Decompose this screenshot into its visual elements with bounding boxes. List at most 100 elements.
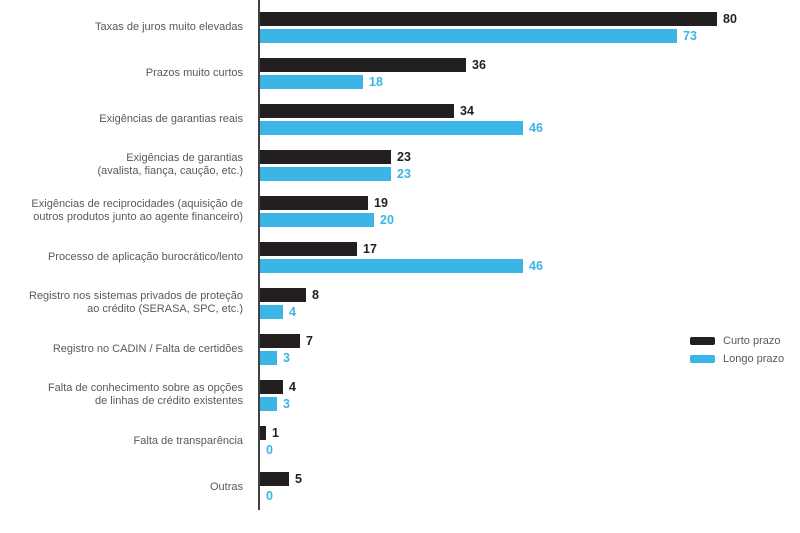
category-label: Exigências de garantias reais bbox=[0, 113, 252, 126]
category-label-line: Registro no CADIN / Falta de certidões bbox=[52, 342, 243, 355]
value-label: 4 bbox=[289, 379, 296, 394]
value-label: 8 bbox=[312, 287, 319, 302]
legend-item-curto-prazo: Curto prazo bbox=[690, 335, 784, 347]
bar-row: 23 bbox=[260, 166, 800, 181]
category-label: Falta de transparência bbox=[0, 435, 252, 448]
bar-curto-prazo bbox=[260, 241, 357, 256]
category-label-line: de linhas de crédito existentes bbox=[95, 395, 243, 407]
bar-curto-prazo bbox=[260, 103, 454, 118]
category-label: Processo de aplicação burocrático/lento bbox=[0, 251, 252, 264]
bar-curto-prazo bbox=[260, 11, 717, 26]
bar-longo-prazo bbox=[260, 212, 374, 227]
bar-group: Outras 5 0 bbox=[0, 464, 800, 510]
bar-curto-prazo bbox=[260, 287, 306, 302]
bar-longo-prazo bbox=[260, 28, 677, 43]
category-label-line: Taxas de juros muito elevadas bbox=[95, 20, 243, 33]
bar-groups-container: Taxas de juros muito elevadas 80 73 Prazos … bbox=[0, 4, 800, 510]
bar-row: 46 bbox=[260, 120, 800, 135]
bar-group: Falta de conhecimento sobre as opções de … bbox=[0, 372, 800, 418]
value-label: 0 bbox=[266, 488, 273, 503]
bar-longo-prazo bbox=[260, 258, 523, 273]
category-label: Outras bbox=[0, 481, 252, 494]
value-label: 3 bbox=[283, 350, 290, 365]
bar-longo-prazo bbox=[260, 396, 277, 411]
category-label-line: Prazos muito curtos bbox=[145, 66, 243, 79]
category-label: Exigências de garantias (avalista, fiança… bbox=[0, 152, 252, 178]
value-label: 34 bbox=[460, 103, 474, 118]
category-label-line: Exigências de reciprocidades (aquisição … bbox=[31, 198, 243, 210]
category-label: Falta de conhecimento sobre as opções de … bbox=[0, 382, 252, 408]
value-label: 3 bbox=[283, 396, 290, 411]
category-label-line: Registro nos sistemas privados de proteç… bbox=[29, 290, 243, 302]
value-label: 73 bbox=[683, 28, 697, 43]
category-label-line: Exigências de garantias reais bbox=[99, 112, 243, 125]
value-label: 17 bbox=[363, 241, 377, 256]
bar-row: 3 bbox=[260, 396, 800, 411]
category-label-line: Falta de conhecimento sobre as opções bbox=[47, 382, 243, 394]
bar-group: Taxas de juros muito elevadas 80 73 bbox=[0, 4, 800, 50]
bar-row: 3 bbox=[260, 350, 800, 365]
bar-pair: 34 46 bbox=[252, 103, 800, 135]
value-label: 23 bbox=[397, 149, 411, 164]
bar-curto-prazo bbox=[260, 333, 300, 348]
value-label: 0 bbox=[266, 442, 273, 457]
value-label: 46 bbox=[529, 258, 543, 273]
category-label-line: Processo de aplicação burocrático/lento bbox=[47, 250, 243, 263]
bar-curto-prazo bbox=[260, 379, 283, 394]
bar-group: Exigências de reciprocidades (aquisição … bbox=[0, 188, 800, 234]
bar-curto-prazo bbox=[260, 195, 368, 210]
value-label: 19 bbox=[374, 195, 388, 210]
legend: Curto prazo Longo prazo bbox=[690, 335, 784, 365]
value-label: 1 bbox=[272, 425, 279, 440]
bar-row: 8 bbox=[260, 287, 800, 302]
category-label-line: outros produtos junto ao agente financei… bbox=[33, 211, 243, 223]
legend-label: Curto prazo bbox=[723, 335, 781, 347]
bar-row: 36 bbox=[260, 57, 800, 72]
bar-row: 0 bbox=[260, 443, 800, 457]
longo-prazo-swatch-icon bbox=[690, 355, 715, 363]
bar-longo-prazo bbox=[260, 74, 363, 89]
bar-curto-prazo bbox=[260, 57, 466, 72]
bar-longo-prazo bbox=[260, 304, 283, 319]
bar-pair: 19 20 bbox=[252, 195, 800, 227]
category-label-line: Outras bbox=[209, 480, 243, 493]
category-label-line: ao crédito (SERASA, SPC, etc.) bbox=[87, 303, 243, 315]
bar-row: 4 bbox=[260, 379, 800, 394]
bar-row: 46 bbox=[260, 258, 800, 273]
bar-longo-prazo bbox=[260, 120, 523, 135]
value-label: 23 bbox=[397, 166, 411, 181]
value-label: 46 bbox=[529, 120, 543, 135]
bar-row: 20 bbox=[260, 212, 800, 227]
category-label-line: (avalista, fiança, caução, etc.) bbox=[97, 165, 243, 177]
bar-row: 23 bbox=[260, 149, 800, 164]
bar-row: 5 bbox=[260, 471, 800, 486]
bar-row: 73 bbox=[260, 28, 800, 43]
bar-longo-prazo bbox=[260, 166, 391, 181]
category-label-line: Falta de transparência bbox=[133, 434, 243, 447]
bar-row: 0 bbox=[260, 489, 800, 503]
bar-group: Registro no CADIN / Falta de certidões 7 3 bbox=[0, 326, 800, 372]
value-label: 5 bbox=[295, 471, 302, 486]
bar-group: Prazos muito curtos 36 18 bbox=[0, 50, 800, 96]
bar-curto-prazo bbox=[260, 425, 266, 440]
bar-group: Processo de aplicação burocrático/lento 1… bbox=[0, 234, 800, 280]
bar-pair: 23 23 bbox=[252, 149, 800, 181]
category-label-line: Exigências de garantias bbox=[126, 152, 243, 164]
bar-group: Exigências de garantias (avalista, fiança… bbox=[0, 142, 800, 188]
value-label: 4 bbox=[289, 304, 296, 319]
bar-row: 1 bbox=[260, 425, 800, 440]
bar-row: 19 bbox=[260, 195, 800, 210]
bar-longo-prazo bbox=[260, 350, 277, 365]
category-label: Registro nos sistemas privados de proteç… bbox=[0, 290, 252, 316]
category-label: Taxas de juros muito elevadas bbox=[0, 21, 252, 34]
bar-curto-prazo bbox=[260, 471, 289, 486]
bar-row: 18 bbox=[260, 74, 800, 89]
bar-group: Registro nos sistemas privados de proteç… bbox=[0, 280, 800, 326]
bar-pair: 80 73 bbox=[252, 11, 800, 43]
bar-row: 17 bbox=[260, 241, 800, 256]
bar-group: Falta de transparência 1 0 bbox=[0, 418, 800, 464]
